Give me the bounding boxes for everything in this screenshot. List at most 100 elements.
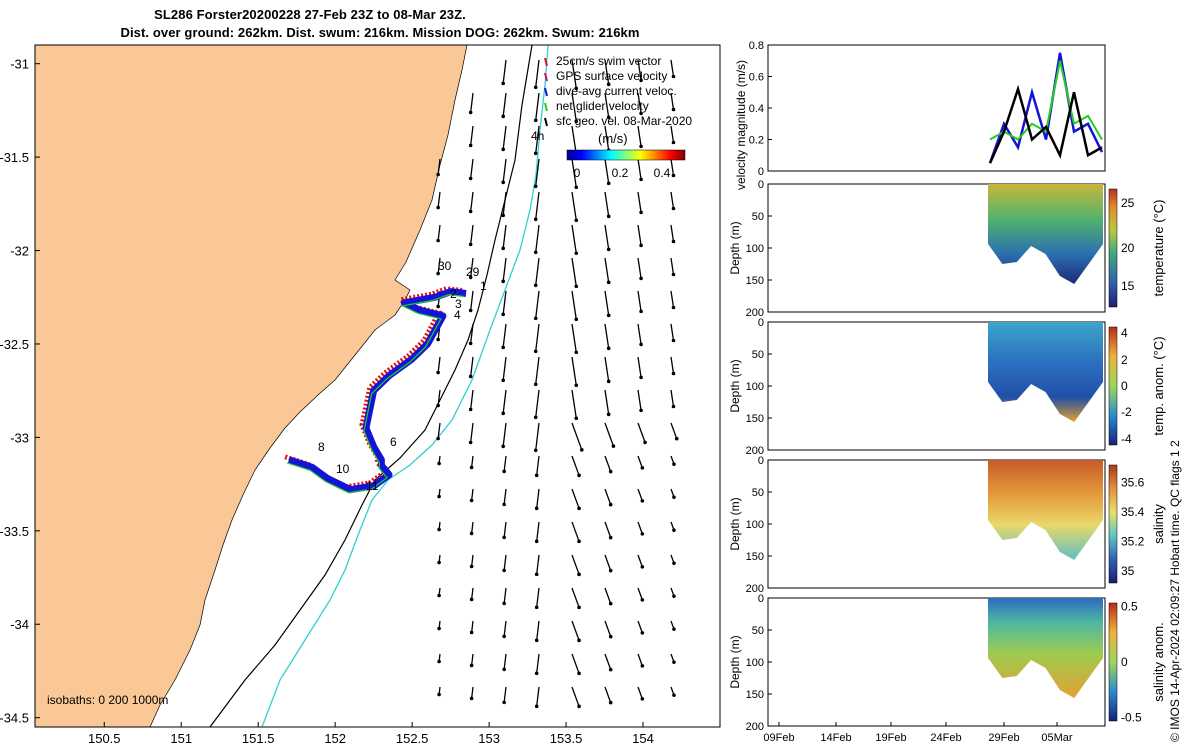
velocity-ytick-label: 0.6 — [749, 72, 764, 84]
vector-arrow-head — [577, 572, 581, 577]
legend-swatch — [544, 87, 548, 97]
vector-arrow-head — [574, 317, 579, 322]
vector-arrow-head — [436, 370, 440, 375]
legend-swatch — [544, 102, 548, 112]
velocity-vectors — [436, 59, 679, 709]
chart-subtitle: Dist. over ground: 262km. Dist. swum: 21… — [120, 25, 640, 40]
vector-arrow — [536, 521, 540, 542]
vector-arrow — [637, 125, 642, 147]
vector-arrow — [470, 422, 474, 443]
vector-arrow-head — [671, 272, 676, 277]
vector-arrow-head — [672, 561, 676, 565]
vector-arrow-head — [436, 403, 440, 408]
vector-arrow-head — [577, 704, 581, 709]
vector-arrow — [571, 488, 580, 509]
day-label: 10 — [336, 462, 350, 476]
map-xtick-label: 152.5 — [396, 731, 429, 746]
section-colorbar-tick: 35 — [1121, 564, 1135, 578]
time-tick-label: 05Mar — [1041, 732, 1073, 744]
vector-arrow-head — [574, 350, 579, 355]
velocity-ytick-label: 0.8 — [749, 40, 764, 52]
vector-arrow — [503, 521, 507, 538]
map-ytick-label: -33 — [10, 430, 29, 445]
vector-arrow — [637, 224, 642, 246]
vector-arrow-head — [671, 173, 676, 178]
speed-colorbar — [566, 149, 686, 161]
vector-arrow-head — [606, 247, 611, 252]
vector-arrow — [604, 686, 612, 703]
vector-arrow — [470, 356, 474, 377]
vector-arrow — [502, 224, 507, 249]
vector-arrow — [535, 59, 540, 88]
vector-arrow — [637, 257, 642, 279]
vector-arrow-head — [437, 461, 441, 466]
vector-arrow — [437, 389, 441, 406]
vector-arrow — [637, 455, 643, 469]
vector-arrow-head — [501, 81, 505, 86]
vector-arrow-head — [639, 177, 643, 182]
vector-arrow — [470, 389, 474, 410]
vector-arrow — [571, 290, 577, 320]
legend-swatch — [544, 117, 548, 127]
map-xtick-label: 154 — [632, 731, 654, 746]
legend-entry: net glider velocity — [556, 99, 649, 113]
day-label: 4h — [531, 129, 544, 143]
vector-arrow — [670, 356, 675, 374]
section-ytick-label: 200 — [746, 445, 764, 457]
section-colorbar — [1108, 188, 1118, 308]
vector-arrow-head — [611, 444, 616, 448]
vector-arrow — [670, 422, 678, 439]
vector-arrow-head — [468, 275, 473, 280]
vector-arrow — [503, 587, 507, 604]
vector-arrow — [670, 323, 675, 341]
vector-arrow — [470, 224, 474, 245]
vector-arrow — [637, 686, 643, 700]
vector-arrow-head — [640, 598, 645, 602]
map-ytick-label: -32 — [10, 244, 29, 259]
vector-arrow-head — [639, 309, 643, 314]
vector-arrow — [470, 92, 474, 113]
section-colorbar-tick: 35.4 — [1121, 505, 1145, 519]
vector-arrow-head — [639, 243, 643, 248]
vector-arrow — [604, 125, 610, 151]
day-label: 30 — [438, 259, 452, 273]
section-colorbar-label: salinity anom. — [1151, 622, 1166, 701]
velocity-panel: 0 0.2 0.4 0.6 0.8 velocity magnitude (m/s) — [734, 40, 1106, 190]
vector-arrow-head — [639, 144, 643, 149]
vector-arrow — [502, 290, 507, 315]
vector-arrow — [536, 653, 540, 674]
section-ytick-label: 0 — [758, 455, 764, 467]
map-ytick-label: -33.5 — [0, 524, 29, 539]
map-ytick-label: -31.5 — [0, 150, 29, 165]
section-colorbar-tick: 35.2 — [1121, 535, 1145, 549]
section-colorbar — [1108, 602, 1118, 722]
vector-arrow-head — [533, 448, 538, 453]
vector-arrow — [604, 422, 615, 447]
vector-arrow — [637, 521, 643, 535]
vector-arrow — [604, 587, 612, 604]
vector-arrow — [535, 422, 540, 451]
day-label: 8 — [318, 440, 325, 454]
vector-arrow-head — [437, 659, 441, 664]
legend-swatch — [544, 57, 548, 67]
vector-arrow-head — [608, 502, 613, 507]
vector-arrow-head — [502, 568, 506, 573]
map-ytick-label: -34 — [10, 617, 29, 632]
vector-arrow-head — [577, 671, 581, 676]
section-temperature: 0 50 100 150 200 Depth (m) 25 20 15 temperature (… — [728, 179, 1166, 319]
time-tick-label: 29Feb — [988, 732, 1019, 744]
vector-arrow-head — [574, 218, 579, 223]
section-colorbar-tick: -2 — [1121, 405, 1132, 419]
vector-arrow — [637, 488, 643, 502]
vector-arrow-head — [501, 312, 505, 317]
section-ytick-label: 150 — [746, 689, 764, 701]
vector-arrow-head — [502, 502, 506, 507]
vector-arrow-head — [671, 74, 676, 79]
map-xtick-label: 153.5 — [550, 731, 583, 746]
vector-arrow-head — [436, 436, 440, 441]
vector-arrow-head — [469, 663, 474, 668]
section-data — [988, 460, 1103, 560]
vector-arrow-head — [534, 638, 539, 643]
vector-arrow-head — [639, 375, 643, 380]
